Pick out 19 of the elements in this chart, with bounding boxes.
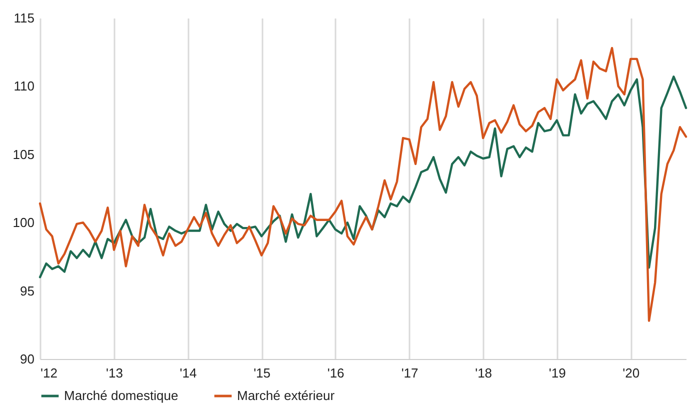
y-tick-label: 95 bbox=[20, 283, 34, 298]
line-series bbox=[38, 46, 688, 322]
legend-label: Marché extérieur bbox=[237, 388, 336, 403]
x-tick-label: '12 bbox=[40, 366, 58, 380]
y-tick-label: 105 bbox=[12, 146, 34, 162]
x-tick-label: '16 bbox=[327, 366, 344, 380]
x-tick-label: '20 bbox=[622, 366, 640, 380]
y-tick-label: 110 bbox=[14, 78, 34, 94]
y-tick-label: 100 bbox=[12, 215, 34, 230]
x-tick-label: '14 bbox=[180, 366, 197, 380]
x-tick-label: '18 bbox=[475, 366, 492, 380]
x-tick-label: '19 bbox=[548, 366, 566, 380]
y-tick-label: 115 bbox=[14, 10, 34, 26]
x-tick-label: '17 bbox=[401, 366, 418, 380]
legend-label: Marché domestique bbox=[64, 388, 178, 403]
y-tick-label: 90 bbox=[20, 352, 34, 366]
line-series bbox=[38, 76, 688, 278]
x-tick-label: '13 bbox=[106, 366, 123, 380]
x-tick-label: '15 bbox=[254, 366, 271, 380]
